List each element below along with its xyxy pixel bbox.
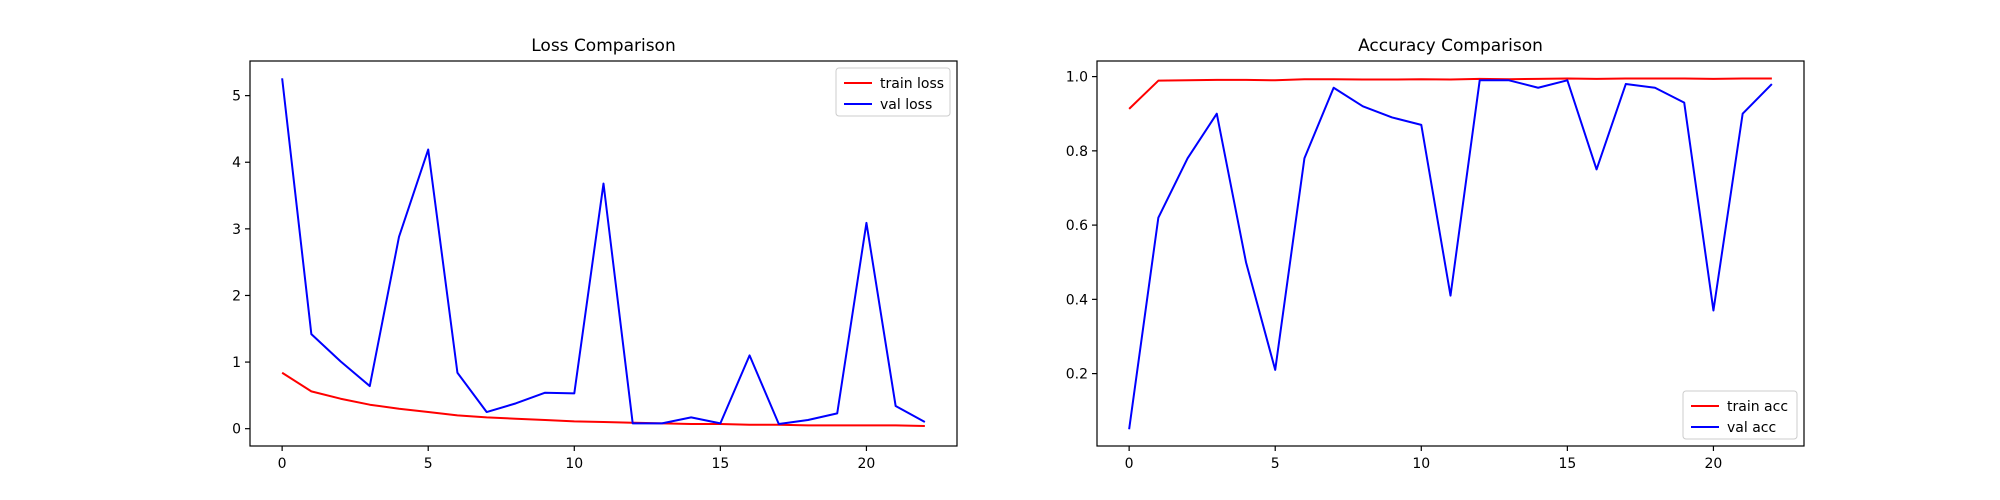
x-tick-label: 15	[1558, 456, 1576, 472]
y-tick-label: 3	[232, 222, 241, 238]
legend-label: val acc	[1727, 420, 1776, 436]
accuracy-chart: Accuracy Comparison 0 5 10 15 20 0.2 0.4 0.6 0.8 1…	[1066, 36, 1805, 472]
plot-frame	[249, 60, 958, 447]
y-tick-label: 0.2	[1066, 367, 1088, 383]
x-tick-label: 5	[1271, 456, 1280, 472]
legend: train acc val acc	[1682, 390, 1798, 440]
x-tick-label: 15	[711, 456, 729, 472]
y-tick-label: 0.4	[1066, 292, 1088, 308]
x-tick-label: 5	[424, 456, 433, 472]
chart-title: Accuracy Comparison	[1358, 36, 1543, 56]
series-line-train-loss	[281, 371, 925, 428]
y-tick-label: 0.8	[1066, 144, 1088, 160]
x-tick-label: 20	[858, 456, 876, 472]
y-tick-label: 0	[232, 422, 241, 438]
x-tick-label: 0	[278, 456, 287, 472]
y-tick-label: 2	[232, 288, 241, 304]
series-line-train-acc	[1128, 77, 1772, 110]
legend: train loss val loss	[835, 67, 951, 117]
y-tick-label: 1	[232, 355, 241, 371]
x-tick-label: 20	[1705, 456, 1723, 472]
x-tick-label: 10	[1412, 456, 1430, 472]
legend-label: val loss	[880, 97, 932, 113]
y-tick-label: 0.6	[1066, 218, 1088, 234]
legend-label: train acc	[1727, 399, 1788, 415]
series-line-val-acc	[1128, 79, 1773, 430]
y-tick-label: 5	[232, 89, 241, 105]
x-tick-label: 0	[1125, 456, 1134, 472]
legend-label: train loss	[880, 76, 944, 92]
y-tick-label: 4	[232, 155, 241, 171]
series-line-val-loss	[281, 78, 926, 426]
loss-chart: Loss Comparison 0 5 10 15 20 0 1 2 3 4 5 train loss v…	[232, 36, 958, 472]
y-tick-label: 1.0	[1066, 70, 1088, 86]
chart-title: Loss Comparison	[531, 36, 675, 56]
plot-frame	[1096, 60, 1805, 447]
x-tick-label: 10	[565, 456, 583, 472]
